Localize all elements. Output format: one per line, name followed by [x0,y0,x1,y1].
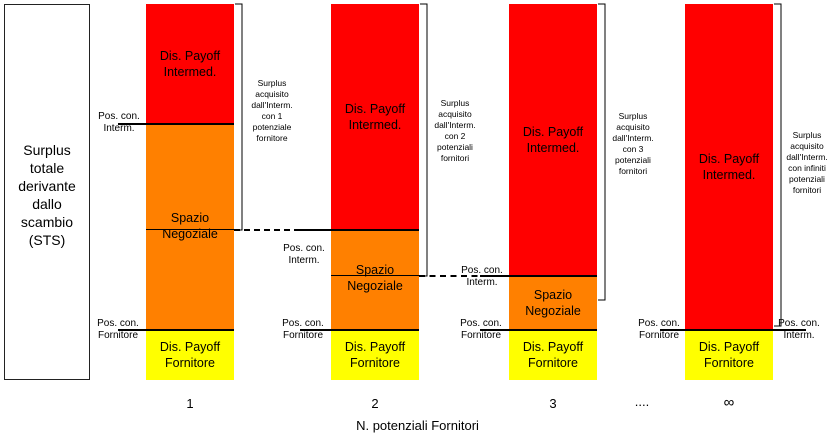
bar-2-interm-line [300,229,419,231]
bar-3-surplus-label: Surplus acquisito dall'Interm. con 3 pot… [612,111,654,176]
sts-label: Surplus totale derivante dallo scambio (… [18,142,76,248]
bar-1-interm-line [118,123,234,125]
bar-1-negotiation-space-label: Spazio Negoziale [162,211,218,241]
bar-3-negotiation-space: Spazio Negoziale [509,276,597,330]
bar-3-interm-line [480,275,597,277]
bar-3-pos-supplier-label: Pos. con. Fornitore [460,318,502,341]
bar-3-supplier-payoff: Dis. Payoff Fornitore [509,330,597,380]
bar-2-supplier-payoff: Dis. Payoff Fornitore [331,330,419,380]
x-label-infinity: ∞ [723,394,735,411]
bar-2-negotiation-space: Spazio Negoziale [331,230,419,330]
bar-3-interm-payoff: Dis. Payoff Intermed. [509,4,597,276]
x-label-2: 2 [371,396,379,411]
bar-2-interm-payoff-label: Dis. Payoff Intermed. [344,102,406,132]
x-axis-title: N. potenziali Fornitori [356,418,479,433]
bar-inf-interm-payoff: Dis. Payoff Intermed. [685,4,773,330]
bar-1-mid-line [146,229,234,230]
sts-box: Surplus totale derivante dallo scambio (… [4,4,90,380]
bar-inf-surplus-brace [774,3,782,327]
bar-inf-pos-interm-label: Pos. con. Interm. [778,318,820,341]
bar-inf-supplier-payoff: Dis. Payoff Fornitore [685,330,773,380]
bar-2-supplier-line [300,329,419,331]
bar-1-interm-payoff-label: Dis. Payoff Intermed. [159,49,221,79]
bar-2-supplier-payoff-label: Dis. Payoff Fornitore [344,340,406,370]
bar-2-negotiation-space-label: Spazio Negoziale [347,263,403,293]
bar-1-surplus-label: Surplus acquisito dall'Interm. con 1 pot… [251,78,293,143]
bar-2-mid-line [331,275,419,276]
bar-1-pos-interm-label: Pos. con. Interm. [98,111,140,134]
bar-1-negotiation-space: Spazio Negoziale [146,124,234,330]
bar-inf-pos-supplier-label: Pos. con. Fornitore [638,318,680,341]
x-label-ellipsis: .... [634,394,650,409]
bar-3-supplier-line [480,329,597,331]
bar-inf-line [660,329,806,331]
bar-1-interm-payoff: Dis. Payoff Intermed. [146,4,234,124]
bar-1-supplier-payoff-label: Dis. Payoff Fornitore [159,340,221,370]
bar-3-pos-interm-label: Pos. con. Interm. [461,265,503,288]
bar-3-supplier-payoff-label: Dis. Payoff Fornitore [522,340,584,370]
x-label-1: 1 [186,396,194,411]
bar-1-to-2-dashed-line [234,229,330,231]
bar-inf-interm-payoff-label: Dis. Payoff Intermed. [698,152,760,182]
x-label-3: 3 [549,396,557,411]
bar-2-surplus-label: Surplus acquisito dall'Interm. con 2 pot… [434,98,476,163]
bar-2-pos-interm-label: Pos. con. Interm. [283,243,325,266]
bar-inf-surplus-label: Surplus acquisito dall'Interm. con infin… [786,130,828,195]
bar-2-to-3-dashed-line [419,275,509,277]
bar-1-supplier-line [118,329,234,331]
bar-2-pos-supplier-label: Pos. con. Fornitore [282,318,324,341]
bar-3-surplus-brace [598,3,606,301]
bar-1-supplier-payoff: Dis. Payoff Fornitore [146,330,234,380]
bar-3-interm-payoff-label: Dis. Payoff Intermed. [522,125,584,155]
bar-2-interm-payoff: Dis. Payoff Intermed. [331,4,419,230]
bar-inf-supplier-payoff-label: Dis. Payoff Fornitore [698,340,760,370]
bar-1-pos-supplier-label: Pos. con. Fornitore [97,318,139,341]
bar-3-negotiation-space-label: Spazio Negoziale [525,288,581,318]
